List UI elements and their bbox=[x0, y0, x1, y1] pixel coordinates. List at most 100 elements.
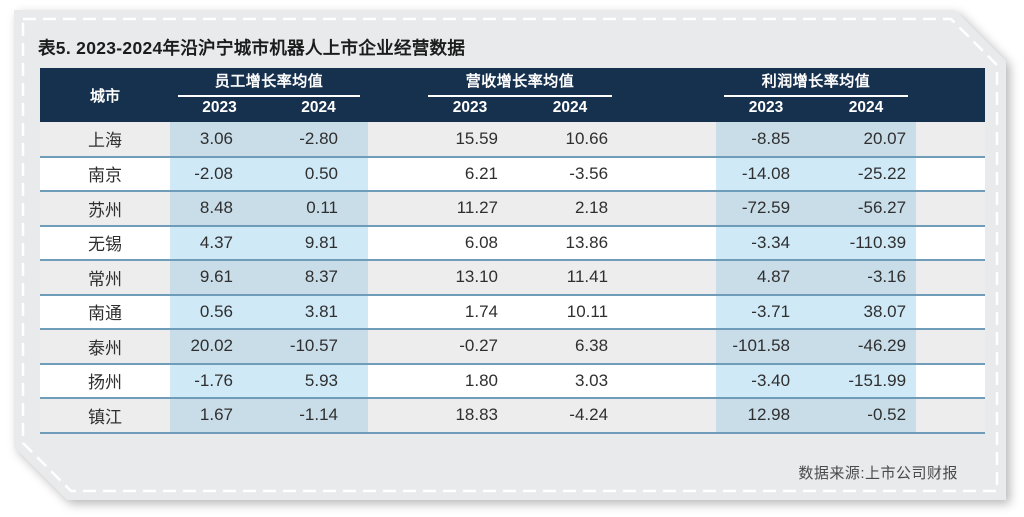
table-card-wrapper: 表5. 2023-2024年沿沪宁城市机器人上市企业经营数据 城市 bbox=[14, 10, 1006, 500]
profit-2023-cell: 4.87 bbox=[716, 260, 817, 295]
gap-cell bbox=[620, 226, 716, 261]
gap-cell bbox=[368, 329, 420, 364]
data-table-container: 城市 员工增长率均值 营收增长率均值 利润增长率均值 bbox=[40, 68, 986, 434]
profit-2024-cell: -151.99 bbox=[816, 363, 917, 398]
gap-cell bbox=[620, 157, 716, 192]
employee-2024-cell: -2.80 bbox=[269, 122, 369, 157]
table-row: 常州 9.61 8.37 13.10 11.41 4.87 -3.16 bbox=[40, 260, 986, 295]
header-spacer bbox=[368, 68, 421, 122]
employee-group-label: 员工增长率均值 bbox=[178, 68, 361, 97]
gap-cell bbox=[368, 398, 420, 433]
revenue-2023-cell: 6.21 bbox=[464, 163, 499, 183]
revenue-2023-cell: -0.27 bbox=[459, 336, 499, 356]
profit-2023-cell: 12.98 bbox=[716, 398, 817, 433]
header-spacer bbox=[620, 68, 717, 122]
gap-cell bbox=[620, 191, 716, 226]
revenue-2024-cell: 13.86 bbox=[565, 232, 609, 252]
employee-2023-cell: 20.02 bbox=[170, 329, 269, 364]
revenue-2024-cell: -3.56 bbox=[569, 163, 609, 183]
profit-2023-cell: -14.08 bbox=[716, 156, 817, 191]
table-header: 城市 员工增长率均值 营收增长率均值 利润增长率均值 bbox=[40, 68, 986, 122]
employee-2023-cell: 1.67 bbox=[170, 398, 269, 433]
tail-cell bbox=[916, 295, 985, 330]
tail-cell bbox=[916, 122, 985, 157]
city-header-label: 城市 bbox=[89, 87, 120, 105]
header-spacer bbox=[916, 68, 986, 122]
employee-2023-cell: -1.76 bbox=[170, 363, 269, 398]
table-row: 苏州 8.48 0.11 11.27 2.18 -72.59 -56.27 bbox=[40, 191, 986, 226]
table-row: 泰州 20.02 -10.57 -0.27 6.38 -101.58 -46.29 bbox=[40, 329, 986, 364]
gap-cell bbox=[368, 122, 420, 157]
gap-cell bbox=[620, 295, 716, 330]
table-row: 上海 3.06 -2.80 15.59 10.66 -8.85 20.07 bbox=[40, 122, 986, 157]
gap-cell bbox=[620, 398, 716, 433]
revenue-2024-cell: 6.38 bbox=[574, 336, 609, 356]
employee-2024-cell: 9.81 bbox=[269, 225, 369, 260]
table-body: 上海 3.06 -2.80 15.59 10.66 -8.85 20.07 南京 -2.08 0.… bbox=[40, 122, 986, 433]
gap-cell bbox=[368, 157, 420, 192]
profit-2024-cell: -3.16 bbox=[816, 260, 917, 295]
profit-2024-cell: 20.07 bbox=[816, 122, 917, 157]
employee-2023-cell: 3.06 bbox=[170, 122, 269, 157]
revenue-2023-cell: 15.59 bbox=[455, 128, 499, 148]
city-cell: 南京 bbox=[88, 166, 122, 186]
revenue-2023-cell: 6.08 bbox=[464, 232, 499, 252]
employee-2024-cell: 0.50 bbox=[269, 156, 369, 191]
revenue-year-2024-header: 2024 bbox=[520, 97, 621, 122]
group-header-profit: 利润增长率均值 bbox=[716, 68, 917, 97]
gap-cell bbox=[620, 329, 716, 364]
employee-2023-cell: 8.48 bbox=[170, 191, 269, 226]
data-source-note: 数据来源:上市公司财报 bbox=[798, 465, 958, 482]
revenue-year-2023-header: 2023 bbox=[420, 97, 521, 122]
table-row: 镇江 1.67 -1.14 18.83 -4.24 12.98 -0.52 bbox=[40, 398, 986, 433]
employee-2023-cell: 0.56 bbox=[170, 294, 269, 329]
gap-cell bbox=[368, 191, 420, 226]
revenue-2023-cell: 18.83 bbox=[455, 405, 499, 425]
city-cell: 无锡 bbox=[88, 235, 122, 255]
employee-2023-cell: 9.61 bbox=[170, 260, 269, 295]
tail-cell bbox=[916, 226, 985, 261]
profit-2024-cell: -25.22 bbox=[816, 156, 917, 191]
profit-2023-cell: -8.85 bbox=[716, 122, 817, 157]
employee-2024-cell: 3.81 bbox=[269, 294, 369, 329]
table-row: 无锡 4.37 9.81 6.08 13.86 -3.34 -110.39 bbox=[40, 225, 986, 261]
revenue-2023-cell: 1.74 bbox=[464, 301, 499, 321]
employee-2024-cell: 8.37 bbox=[269, 260, 369, 295]
revenue-2024-cell: 3.03 bbox=[574, 370, 609, 390]
profit-2023-cell: -3.40 bbox=[716, 363, 817, 398]
profit-2024-cell: -46.29 bbox=[816, 329, 917, 364]
employee-2024-cell: 5.93 bbox=[269, 363, 369, 398]
profit-2023-cell: -3.34 bbox=[716, 225, 817, 260]
employee-year-2024-header: 2024 bbox=[269, 97, 369, 122]
city-column-header: 城市 bbox=[40, 68, 170, 122]
profit-2024-cell: -56.27 bbox=[816, 191, 917, 226]
gap-cell bbox=[368, 260, 420, 295]
city-cell: 扬州 bbox=[88, 373, 122, 393]
table-card: 表5. 2023-2024年沿沪宁城市机器人上市企业经营数据 城市 bbox=[14, 10, 1006, 500]
gap-cell bbox=[368, 295, 420, 330]
profit-2024-cell: 38.07 bbox=[816, 294, 917, 329]
tail-cell bbox=[916, 329, 985, 364]
revenue-2023-cell: 13.10 bbox=[455, 267, 499, 287]
revenue-2023-cell: 1.80 bbox=[464, 370, 499, 390]
group-header-employee: 员工增长率均值 bbox=[170, 68, 369, 97]
revenue-2024-cell: 10.66 bbox=[565, 128, 609, 148]
tail-cell bbox=[916, 260, 985, 295]
city-cell: 上海 bbox=[88, 131, 122, 151]
tail-cell bbox=[916, 157, 985, 192]
tail-cell bbox=[916, 364, 985, 399]
employee-year-2023-header: 2023 bbox=[170, 97, 269, 122]
table-row: 南通 0.56 3.81 1.74 10.11 -3.71 38.07 bbox=[40, 294, 986, 330]
data-table: 城市 员工增长率均值 营收增长率均值 利润增长率均值 bbox=[40, 68, 986, 434]
gap-cell bbox=[620, 364, 716, 399]
city-cell: 苏州 bbox=[88, 200, 122, 220]
employee-2024-cell: -10.57 bbox=[269, 329, 369, 364]
city-cell: 泰州 bbox=[88, 338, 122, 358]
profit-2023-cell: -72.59 bbox=[716, 191, 817, 226]
table-row: 扬州 -1.76 5.93 1.80 3.03 -3.40 -151.99 bbox=[40, 363, 986, 399]
employee-2023-cell: 4.37 bbox=[170, 225, 269, 260]
profit-group-label: 利润增长率均值 bbox=[724, 68, 909, 97]
revenue-group-label: 营收增长率均值 bbox=[428, 68, 613, 97]
profit-year-2023-header: 2023 bbox=[716, 97, 817, 122]
table-title: 表5. 2023-2024年沿沪宁城市机器人上市企业经营数据 bbox=[38, 38, 466, 58]
